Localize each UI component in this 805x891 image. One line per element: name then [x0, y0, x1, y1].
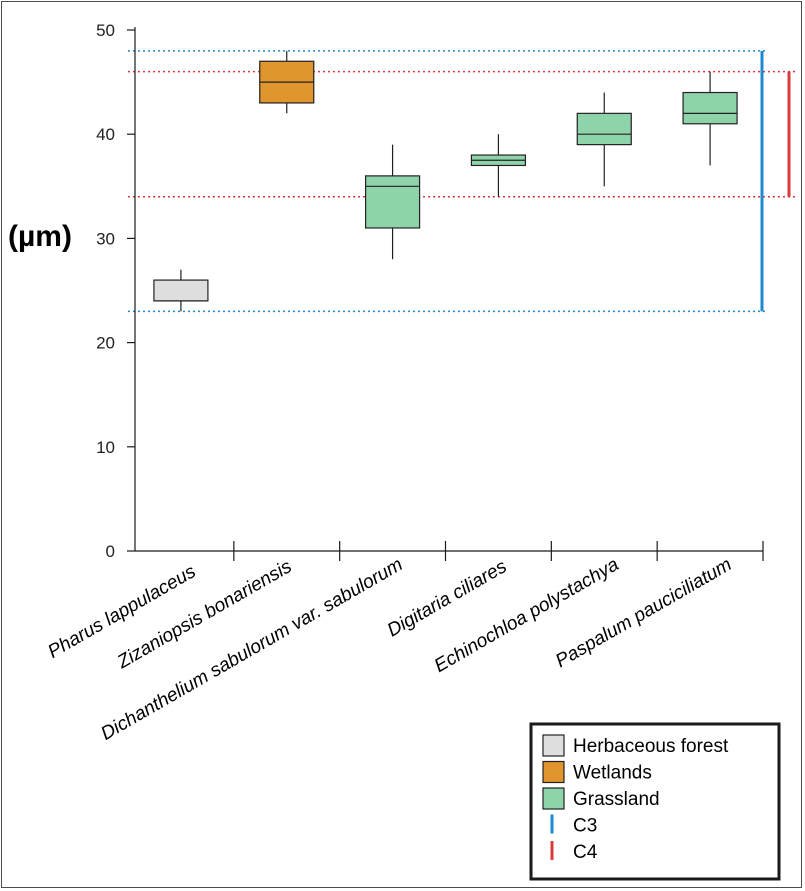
legend-label: Wetlands — [573, 763, 652, 784]
box-2 — [259, 50, 315, 114]
legend-swatch — [542, 787, 565, 810]
box-4 — [470, 134, 527, 197]
iqr-box — [364, 175, 421, 229]
box-5 — [576, 92, 632, 187]
legend-label: C3 — [573, 816, 597, 837]
legend-box — [529, 722, 781, 881]
iqr-box — [576, 112, 632, 146]
box-3 — [364, 144, 421, 260]
y-tick-label: 40 — [96, 125, 115, 144]
legend-swatch — [542, 734, 565, 757]
category-label: Zizaniopsis bonariensis — [113, 556, 296, 674]
box-1 — [153, 269, 209, 312]
legend-label: Grassland — [573, 789, 660, 810]
y-tick-label: 30 — [96, 229, 115, 248]
y-tick-label: 50 — [96, 21, 115, 40]
legend-label: Herbaceous forest — [573, 736, 729, 757]
iqr-box — [682, 91, 738, 125]
legend: Herbaceous forest Wetlands Grassland C3 C4 — [529, 722, 781, 881]
legend-label: C4 — [573, 842, 598, 863]
category-label: Echinochloa polystachya — [431, 554, 623, 677]
y-tick-label: 0 — [106, 542, 115, 561]
y-tick-label: 20 — [96, 334, 115, 353]
y-axis-label: (µm) — [8, 220, 72, 253]
iqr-box — [153, 279, 209, 302]
category-label: Pharus lappulaceus — [44, 561, 199, 663]
box-6 — [682, 71, 738, 166]
y-tick-label: 10 — [96, 438, 115, 457]
legend-swatch — [542, 760, 565, 784]
